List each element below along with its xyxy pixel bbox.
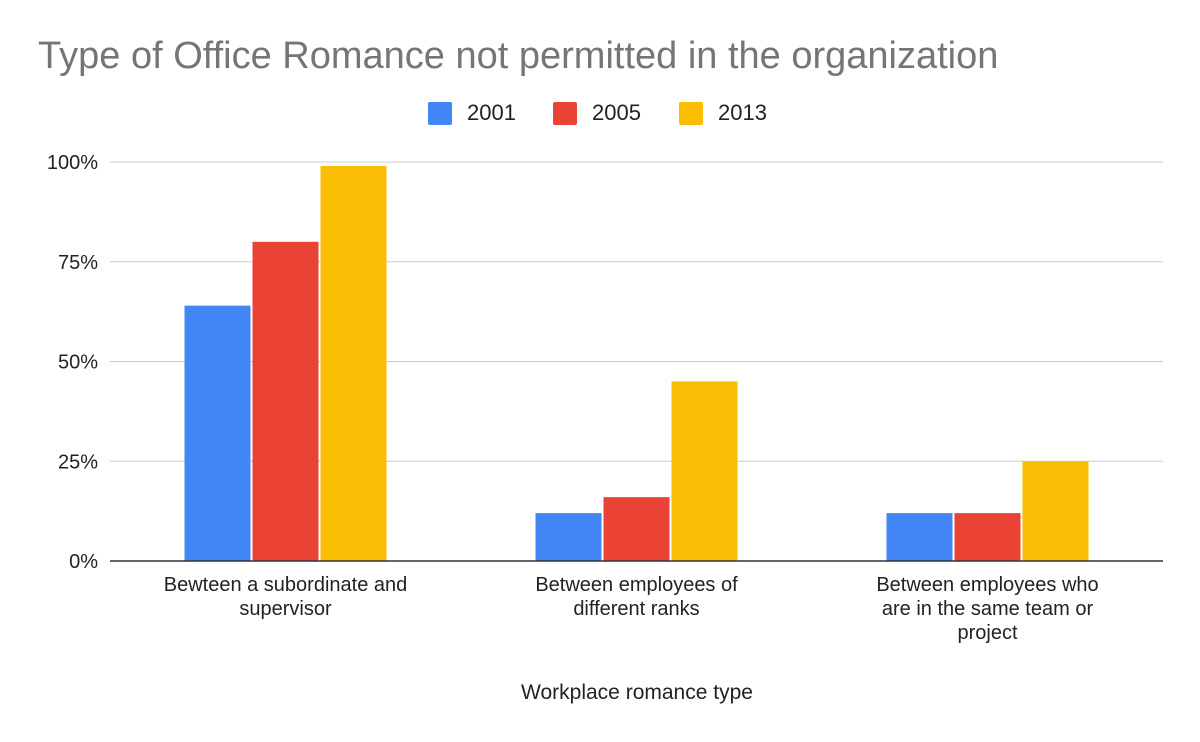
x-category-label: are in the same team or: [882, 598, 1094, 620]
x-category-label: supervisor: [239, 598, 332, 620]
bar-2013-1: [320, 165, 387, 562]
bar-2005-3: [954, 513, 1021, 561]
legend-swatch-2005: [553, 102, 577, 125]
legend-label-2001: 2001: [467, 100, 516, 125]
y-tick-label: 75%: [58, 252, 98, 274]
bar-2013-3: [1022, 461, 1089, 561]
x-category-label: Between employees of: [535, 574, 738, 596]
bar-2013-2: [671, 381, 738, 561]
bar-2005-2: [603, 497, 670, 561]
legend-swatch-2001: [428, 102, 452, 125]
legend: 2001 2005 2013: [428, 100, 767, 125]
legend-label-2005: 2005: [592, 100, 641, 125]
x-axis-title: Workplace romance type: [521, 681, 753, 704]
x-category-label: Between employees who: [876, 574, 1098, 596]
bars: [184, 165, 1089, 562]
y-tick-label: 100%: [47, 152, 98, 174]
legend-label-2013: 2013: [718, 100, 767, 125]
legend-swatch-2013: [679, 102, 703, 125]
bar-2001-3: [886, 513, 953, 561]
bar-2001-2: [535, 513, 602, 561]
bar-2005-1: [252, 241, 319, 562]
chart-title: Type of Office Romance not permitted in …: [38, 35, 998, 77]
y-axis-ticks: 0% 25% 50% 75% 100%: [47, 152, 98, 573]
x-category-label: different ranks: [573, 598, 699, 620]
y-tick-label: 50%: [58, 352, 98, 374]
x-category-label: Bewteen a subordinate and: [164, 574, 408, 596]
bar-2001-1: [184, 305, 251, 561]
x-category-label: project: [957, 622, 1017, 644]
y-tick-label: 25%: [58, 451, 98, 473]
y-tick-label: 0%: [69, 551, 98, 573]
